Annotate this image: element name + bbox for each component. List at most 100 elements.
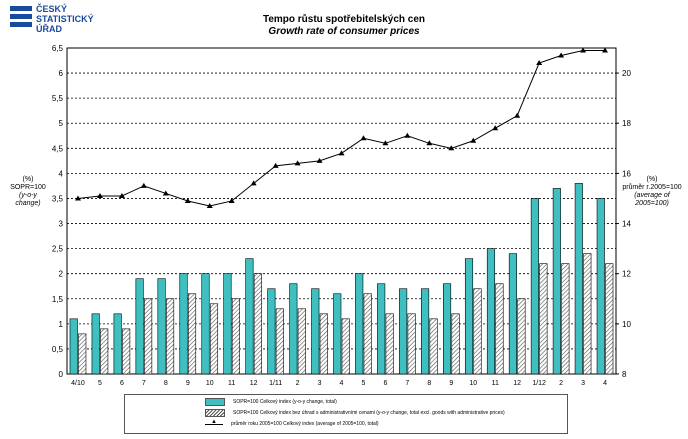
logo-line-3: ÚŘAD (36, 24, 62, 34)
bar-total (113, 313, 122, 375)
x-tick-label: 7 (405, 380, 409, 387)
x-tick-label: 5 (98, 380, 102, 387)
x-tick-label: 1/11 (269, 380, 282, 387)
bar-total (245, 258, 254, 375)
index-marker (514, 112, 521, 118)
y-left-tick-label: 3,5 (52, 194, 64, 203)
logo-line-2: STATISTICKÝ (36, 14, 94, 24)
y-right-tick-label: 8 (622, 370, 627, 379)
y-left-tick-label: 6,5 (52, 44, 64, 53)
index-marker (558, 52, 565, 58)
index-marker (118, 192, 125, 198)
left-axis-title: (%) SOPR=100 (y-o-y change) (6, 176, 50, 208)
bar-total (289, 283, 298, 375)
bar-excl-admin (385, 313, 394, 375)
y-right-tick-label: 18 (622, 119, 631, 128)
bar-excl-admin (363, 293, 372, 375)
y-right-tick-label: 14 (622, 220, 631, 229)
legend-swatch-excl-admin (205, 409, 225, 417)
left-axis-unit: (%) (22, 176, 34, 183)
x-tick-label: 9 (186, 380, 190, 387)
bar-total (311, 288, 320, 375)
csu-logo: ČESKÝ STATISTICKÝ ÚŘAD (10, 4, 150, 46)
legend-item-total: SOPR=100 Celkový index (y-o-y change, to… (205, 397, 337, 407)
right-axis-label: průměr r.2005=100 (622, 184, 682, 191)
bar-excl-admin (297, 308, 306, 375)
x-tick-label: 9 (449, 380, 453, 387)
x-tick-label: 3 (581, 380, 585, 387)
x-tick-label: 3 (318, 380, 322, 387)
left-axis-sublabel: (y-o-y change) (15, 192, 41, 207)
y-left-tick-label: 5,5 (52, 94, 64, 103)
x-tick-label: 7 (142, 380, 146, 387)
bar-total (399, 288, 408, 375)
index-marker (272, 162, 279, 168)
x-tick-label: 4/10 (71, 380, 85, 387)
index-marker (492, 125, 499, 131)
csu-logo-mark (10, 6, 32, 28)
y-left-tick-label: 6 (59, 69, 64, 78)
index-marker (162, 190, 169, 196)
bar-excl-admin (100, 328, 109, 375)
x-tick-label: 4 (340, 380, 344, 387)
bar-total (201, 273, 210, 375)
index-marker (382, 140, 389, 146)
bar-excl-admin (319, 313, 328, 375)
y-left-tick-label: 0 (59, 370, 64, 379)
x-tick-label: 12 (513, 380, 521, 387)
y-left-tick-label: 5 (59, 119, 64, 128)
bar-excl-admin (407, 313, 416, 375)
bar-total (179, 273, 188, 375)
bar-excl-admin (539, 263, 548, 375)
bar-total (530, 198, 539, 375)
bar-excl-admin (495, 283, 504, 375)
bar-excl-admin (451, 313, 460, 375)
index-marker (228, 197, 235, 203)
bar-total (596, 198, 605, 375)
right-axis-title: (%) průměr r.2005=100 (average of 2005=1… (618, 176, 686, 208)
right-axis-unit: (%) (646, 176, 658, 183)
index-marker (404, 132, 411, 138)
bar-excl-admin (341, 318, 350, 375)
index-marker (536, 60, 543, 66)
bar-excl-admin (605, 263, 614, 375)
y-right-tick-label: 16 (622, 169, 631, 178)
index-marker (470, 137, 477, 143)
y-right-tick-label: 10 (622, 320, 631, 329)
index-marker (338, 150, 345, 156)
y-left-tick-label: 0,5 (52, 345, 64, 354)
y-right-tick-label: 20 (622, 69, 631, 78)
bar-total (69, 318, 78, 375)
bar-excl-admin (253, 273, 262, 375)
bar-total (486, 248, 496, 375)
x-tick-label: 10 (469, 380, 477, 387)
bar-total (574, 183, 583, 375)
y-left-tick-label: 3 (59, 220, 64, 229)
x-tick-label: 10 (206, 380, 214, 387)
x-tick-label: 12 (250, 380, 258, 387)
index-marker (206, 202, 213, 208)
legend-item-index: průměr roku 2005=100 Celkový index (aver… (205, 419, 379, 429)
index-marker (580, 47, 587, 53)
y-left-tick-label: 4 (59, 169, 64, 178)
chart-subtitle: Growth rate of consumer prices (268, 26, 420, 37)
index-marker (602, 47, 609, 53)
index-marker (74, 195, 81, 201)
bar-total (421, 288, 430, 375)
index-marker (250, 180, 257, 186)
y-left-tick-label: 1,5 (52, 295, 64, 304)
bar-excl-admin (517, 298, 526, 375)
x-tick-label: 2 (296, 380, 300, 387)
x-tick-label: 6 (120, 380, 124, 387)
legend-label-index: průměr roku 2005=100 Celkový index (aver… (231, 421, 379, 427)
bar-total (157, 278, 166, 375)
index-marker (184, 197, 191, 203)
bar-total (355, 273, 364, 375)
right-axis-sublabel: (average of 2005=100) (634, 192, 670, 207)
legend-swatch-index (205, 419, 223, 427)
bar-total (442, 283, 452, 375)
bar-excl-admin (429, 318, 438, 375)
legend-label-excl-admin: SOPR=100 Celkový index bez úhrad s admin… (233, 410, 505, 416)
index-marker (294, 160, 301, 166)
